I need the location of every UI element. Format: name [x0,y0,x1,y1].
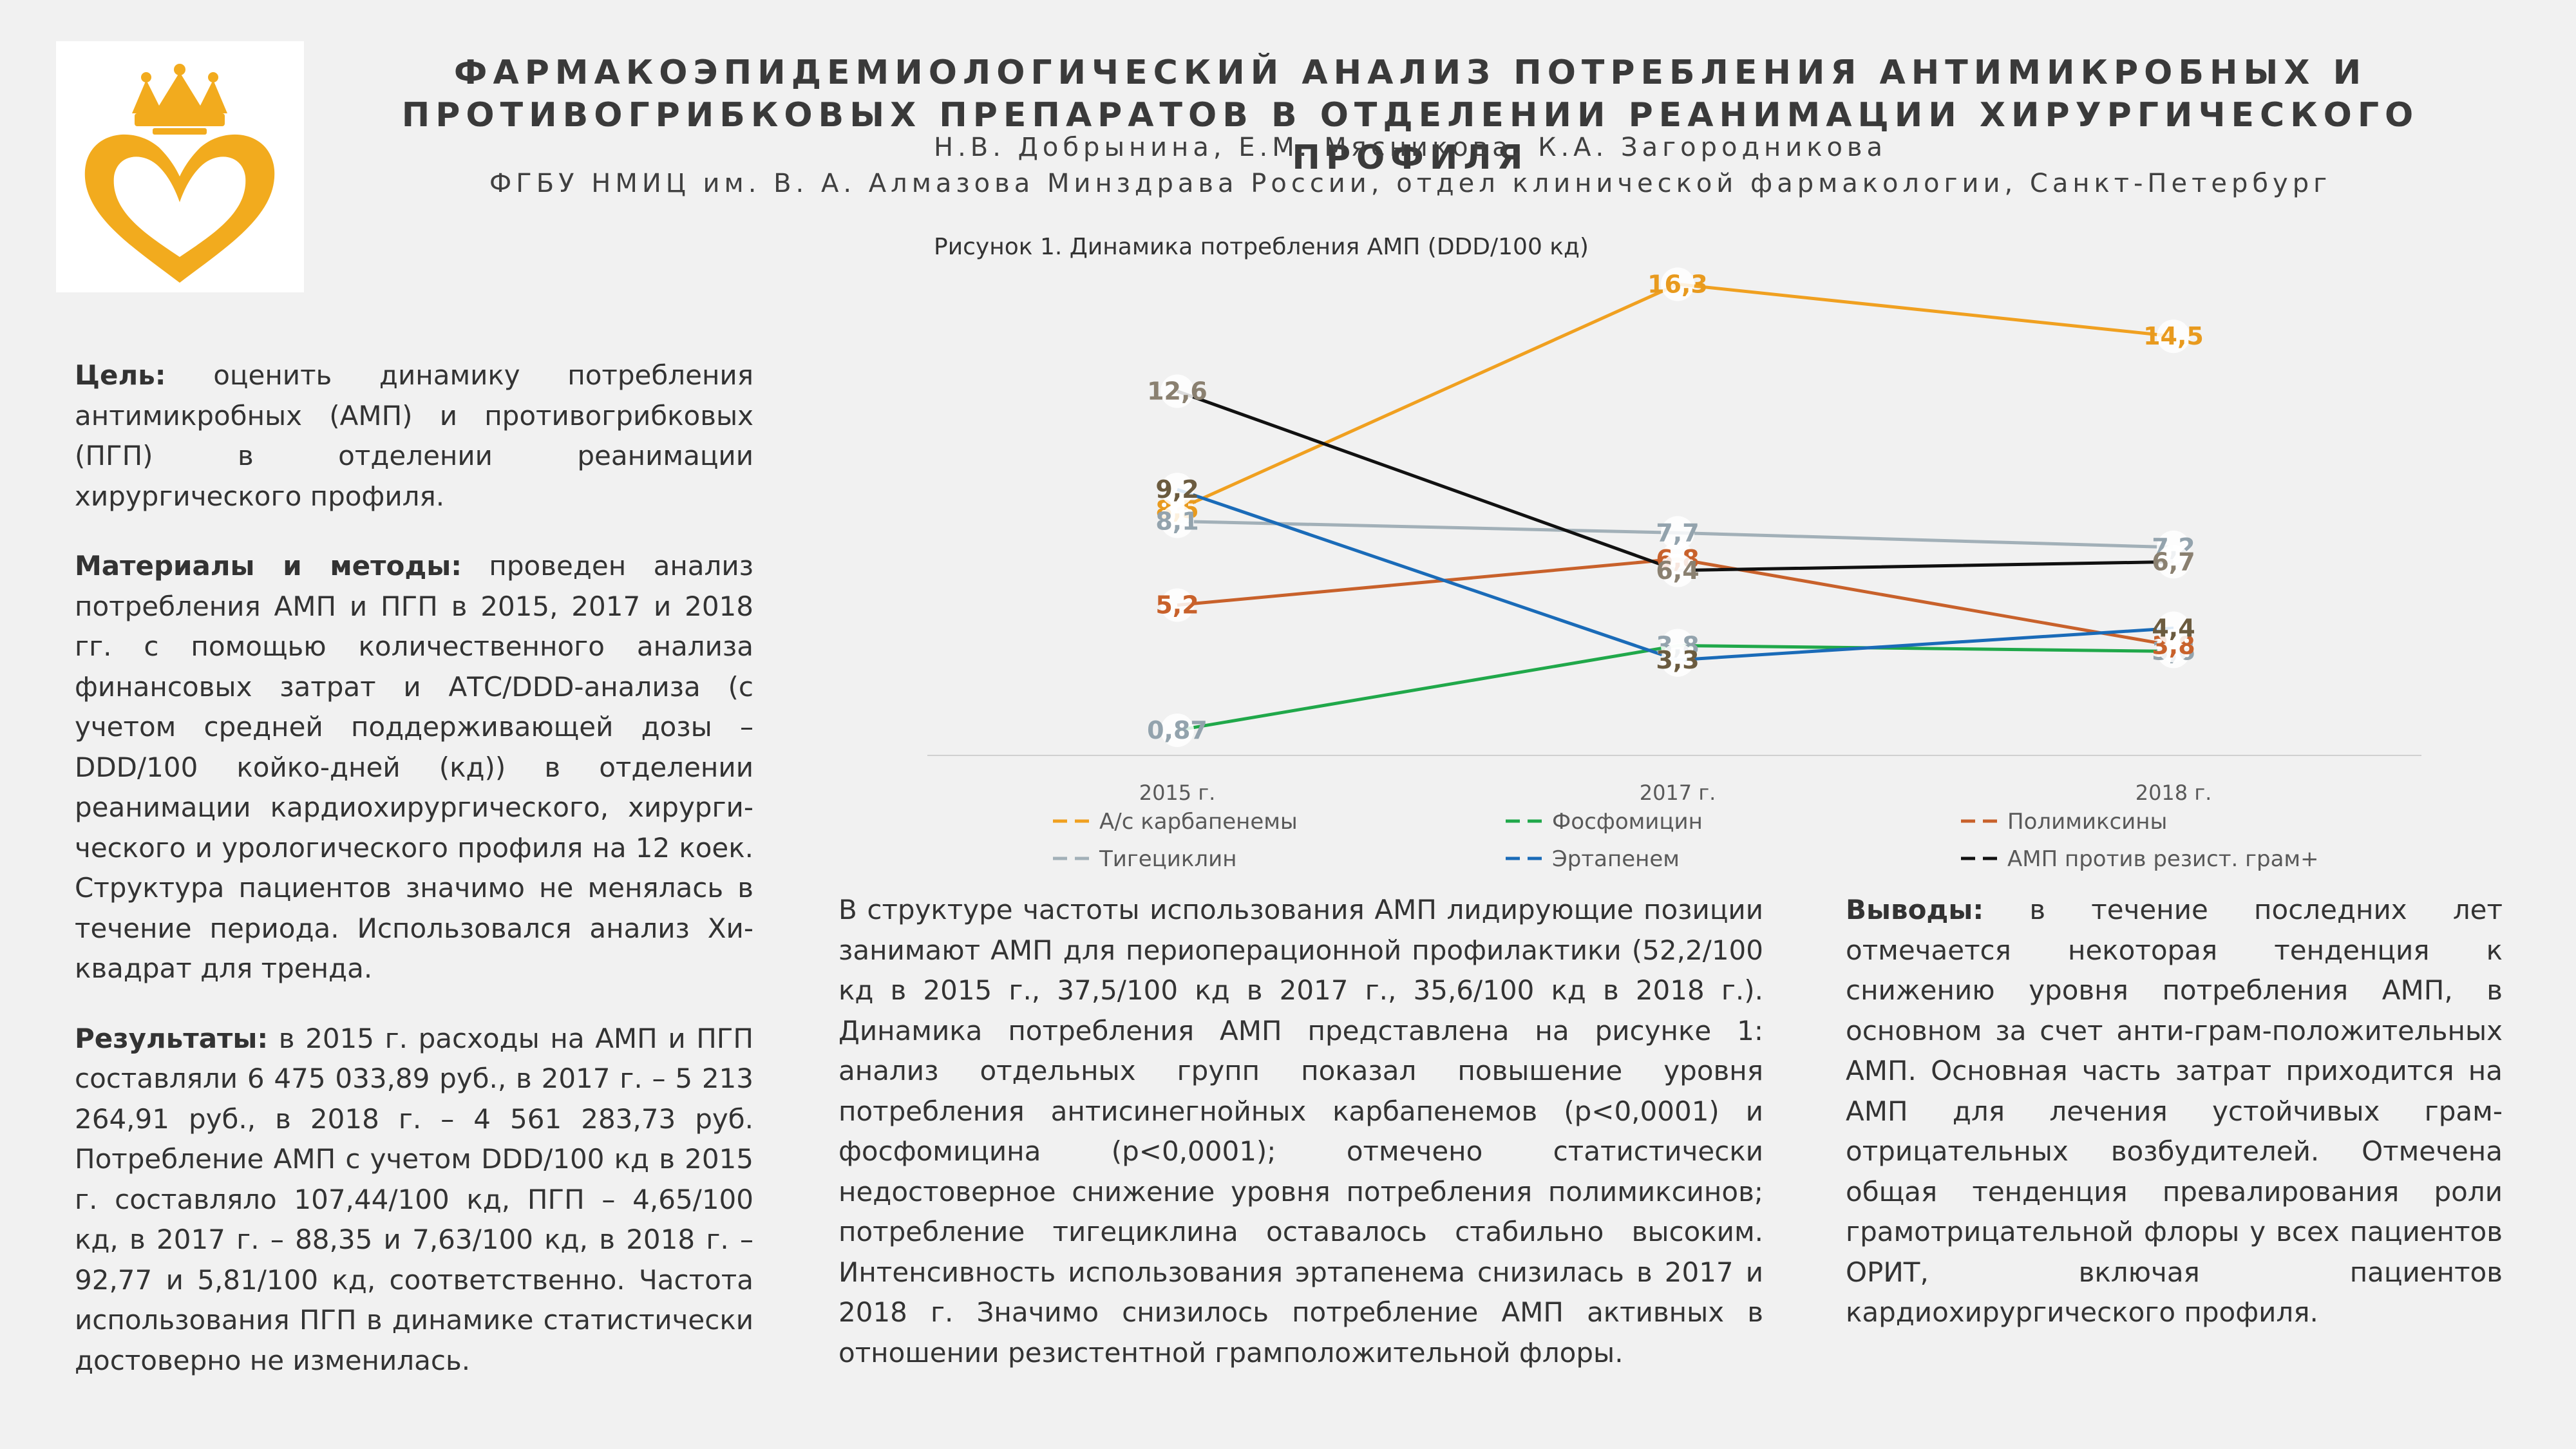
goal-label: Цель: [75,359,166,391]
data-point [2157,545,2190,579]
data-label: 9,2 [1155,475,1198,504]
middle-column: В структуре частоты использования АМП ли… [838,890,1763,1403]
methods-text: проведен анализ потребления АМП и ПГП в … [75,550,753,984]
consumption-chart: Рисунок 1. Динамика потребления АМП (DDD… [914,232,2447,889]
x-tick-label: 2018 г. [2136,781,2212,805]
data-label: 7,7 [1656,518,1699,547]
crowned-heart-logo [84,64,275,283]
data-label: 16,3 [1647,270,1708,298]
data-label: 6,4 [1656,556,1699,585]
legend-label: Полимиксины [2007,809,2167,835]
data-point [1160,374,1194,408]
data-point [1661,643,1694,677]
data-point [2157,319,2190,354]
data-label: 8,1 [1155,507,1198,535]
results-label: Результаты: [75,1022,269,1054]
chart-title: Рисунок 1. Динамика потребления АМП (DDD… [934,234,1589,260]
conclusions-paragraph: Выводы: в течение последних лет отмечает… [1846,890,2503,1333]
data-point [1160,713,1194,747]
methods-label: Материалы и методы: [75,550,462,582]
legend-label: Фосфомицин [1552,809,1703,835]
data-label: 6,7 [2152,547,2195,576]
right-column: Выводы: в течение последних лет отмечает… [1846,890,2503,1363]
data-point [1661,516,1694,550]
title-line-1: ФАРМАКОЭПИДЕМИОЛОГИЧЕСКИЙ АНАЛИЗ ПОТРЕБЛ… [453,53,2367,92]
poster-title: ФАРМАКОЭПИДЕМИОЛОГИЧЕСКИЙ АНАЛИЗ ПОТРЕБЛ… [335,52,2486,179]
results-paragraph: Результаты: в 2015 г. расходы на АМП и П… [75,1019,753,1381]
conclusions-label: Выводы: [1846,894,1984,925]
results-text: в 2015 г. расходы на АМП и ПГП составлял… [75,1022,753,1376]
data-point [1160,504,1194,538]
institution-logo [56,41,304,292]
data-point [1661,267,1694,301]
affiliation: ФГБУ НМИЦ им. В. А. Алмазова Минздрава Р… [489,169,2332,198]
data-point [1661,553,1694,587]
conclusions-text: в течение последних лет отмечается некот… [1846,894,2503,1328]
structure-paragraph: В структуре частоты использования АМП ли… [838,894,1763,1368]
data-label: 4,4 [2152,614,2195,643]
left-column: Цель: оценить динамику потребления антим… [75,355,753,1410]
x-tick-label: 2017 г. [1640,781,1716,805]
authors: Н.В. Добрынина, Е.М. Мясникова, К.А. Заг… [934,133,1887,162]
data-label: 3,3 [1656,646,1699,674]
legend-label: Эртапенем [1552,846,1680,872]
legend-label: А/с карбапенемы [1099,809,1298,835]
goal-paragraph: Цель: оценить динамику потребления антим… [75,355,753,516]
series-line [1176,282,2174,511]
data-label: 14,5 [2143,322,2204,350]
legend-label: АМП против резист. грам+ [2007,846,2319,872]
chart-svg: Рисунок 1. Динамика потребления АМП (DDD… [927,234,2421,872]
data-label: 0,87 [1147,716,1208,744]
legend-label: Тигециклин [1099,846,1236,872]
title-line-2: ПРОТИВОГРИБКОВЫХ ПРЕПАРАТОВ В ОТДЕЛЕНИИ … [401,96,2420,177]
methods-paragraph: Материалы и методы: проведен анализ потр… [75,546,753,989]
data-point [1160,473,1194,507]
data-point [2157,611,2190,645]
goal-text: оценить динамику потребления антимикробн… [75,359,753,512]
data-point [1160,588,1194,622]
x-tick-label: 2015 г. [1139,781,1216,805]
data-label: 12,6 [1147,377,1208,405]
data-label: 5,2 [1155,591,1198,620]
